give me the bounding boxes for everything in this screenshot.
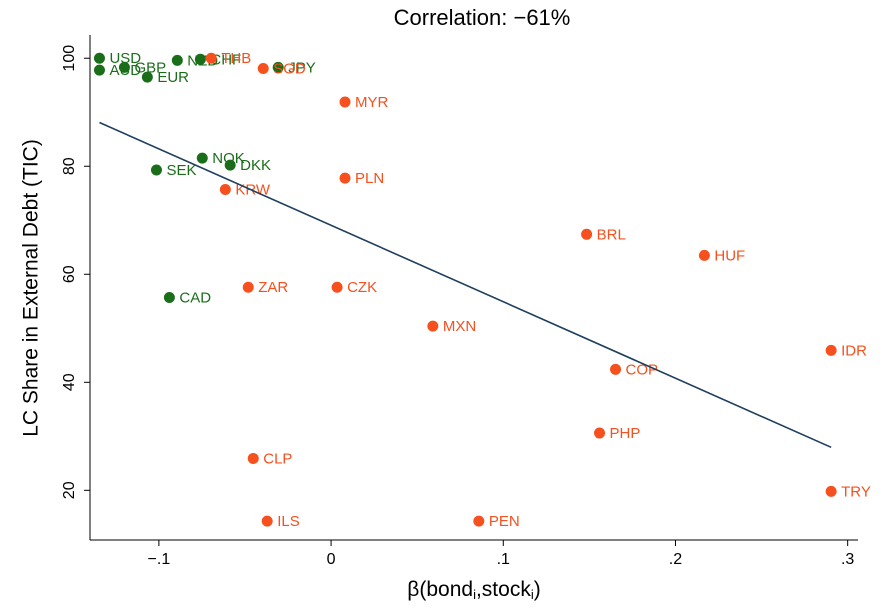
point-label: CAD [179, 289, 211, 306]
point [224, 159, 236, 171]
point-label: MYR [355, 94, 389, 111]
point-label: CHF [210, 51, 241, 68]
point [242, 281, 254, 293]
point-label: COP [626, 361, 659, 378]
point-label: TRY [841, 483, 871, 500]
point [339, 172, 351, 184]
point [261, 515, 273, 527]
point [427, 320, 439, 332]
point [247, 452, 259, 464]
point-label: CLP [263, 450, 292, 467]
point [219, 183, 231, 195]
point [93, 64, 105, 76]
y-tick-label: 60 [61, 265, 78, 283]
x-axis-label: β(bondi,stocki) [407, 578, 540, 603]
x-axis-label-part: ,stock [476, 578, 531, 601]
point-label: NOK [212, 150, 245, 167]
point [339, 96, 351, 108]
chart-title: Correlation: −61% [394, 5, 571, 30]
point [698, 249, 710, 261]
x-tick-label: .1 [497, 551, 510, 568]
point [331, 281, 343, 293]
point-label: SGD [273, 60, 306, 77]
point-label: CZK [347, 279, 377, 296]
y-tick-label: 80 [61, 157, 78, 175]
point [93, 52, 105, 64]
y-tick-label: 40 [61, 373, 78, 391]
x-axis-label-part: ) [534, 578, 541, 601]
point-label: PHP [610, 425, 641, 442]
point-label: PEN [489, 513, 520, 530]
point [581, 228, 593, 240]
point-label: GBP [134, 59, 166, 76]
point [610, 363, 622, 375]
x-tick-label: .3 [841, 551, 854, 568]
point [196, 152, 208, 164]
point [205, 52, 217, 64]
fit-line [99, 121, 832, 449]
point [194, 53, 206, 65]
point [257, 62, 269, 74]
point [272, 61, 284, 73]
point-label: HUF [714, 247, 745, 264]
point [594, 427, 606, 439]
point [171, 54, 183, 66]
point-label: ILS [277, 513, 300, 530]
x-axis-label-part: i [473, 587, 476, 602]
point-label: EUR [157, 69, 189, 86]
point-label: PLN [355, 170, 384, 187]
point [150, 164, 162, 176]
y-axis-label: LC Share in External Debt (TIC) [20, 139, 43, 437]
point [163, 291, 175, 303]
point-label: USD [109, 50, 141, 67]
point-label: ZAR [258, 279, 288, 296]
point [118, 61, 130, 73]
point [825, 485, 837, 497]
point-label: JPY [288, 59, 316, 76]
point-label: DKK [240, 157, 271, 174]
x-tick-label: .2 [669, 551, 682, 568]
x-tick-label: −.1 [148, 551, 171, 568]
point-label: IDR [841, 342, 867, 359]
y-tick-label: 20 [61, 481, 78, 499]
x-tick-label: 0 [327, 551, 336, 568]
point-label: MXN [443, 318, 476, 335]
x-axis-label-part: β(bond [407, 578, 473, 601]
point [825, 344, 837, 356]
x-axis-label-part: i [531, 587, 534, 602]
point [141, 71, 153, 83]
point [473, 515, 485, 527]
point-label: SEK [166, 162, 196, 179]
point-label: BRL [597, 226, 626, 243]
y-tick-label: 100 [61, 45, 78, 72]
point-label: THB [221, 50, 251, 67]
